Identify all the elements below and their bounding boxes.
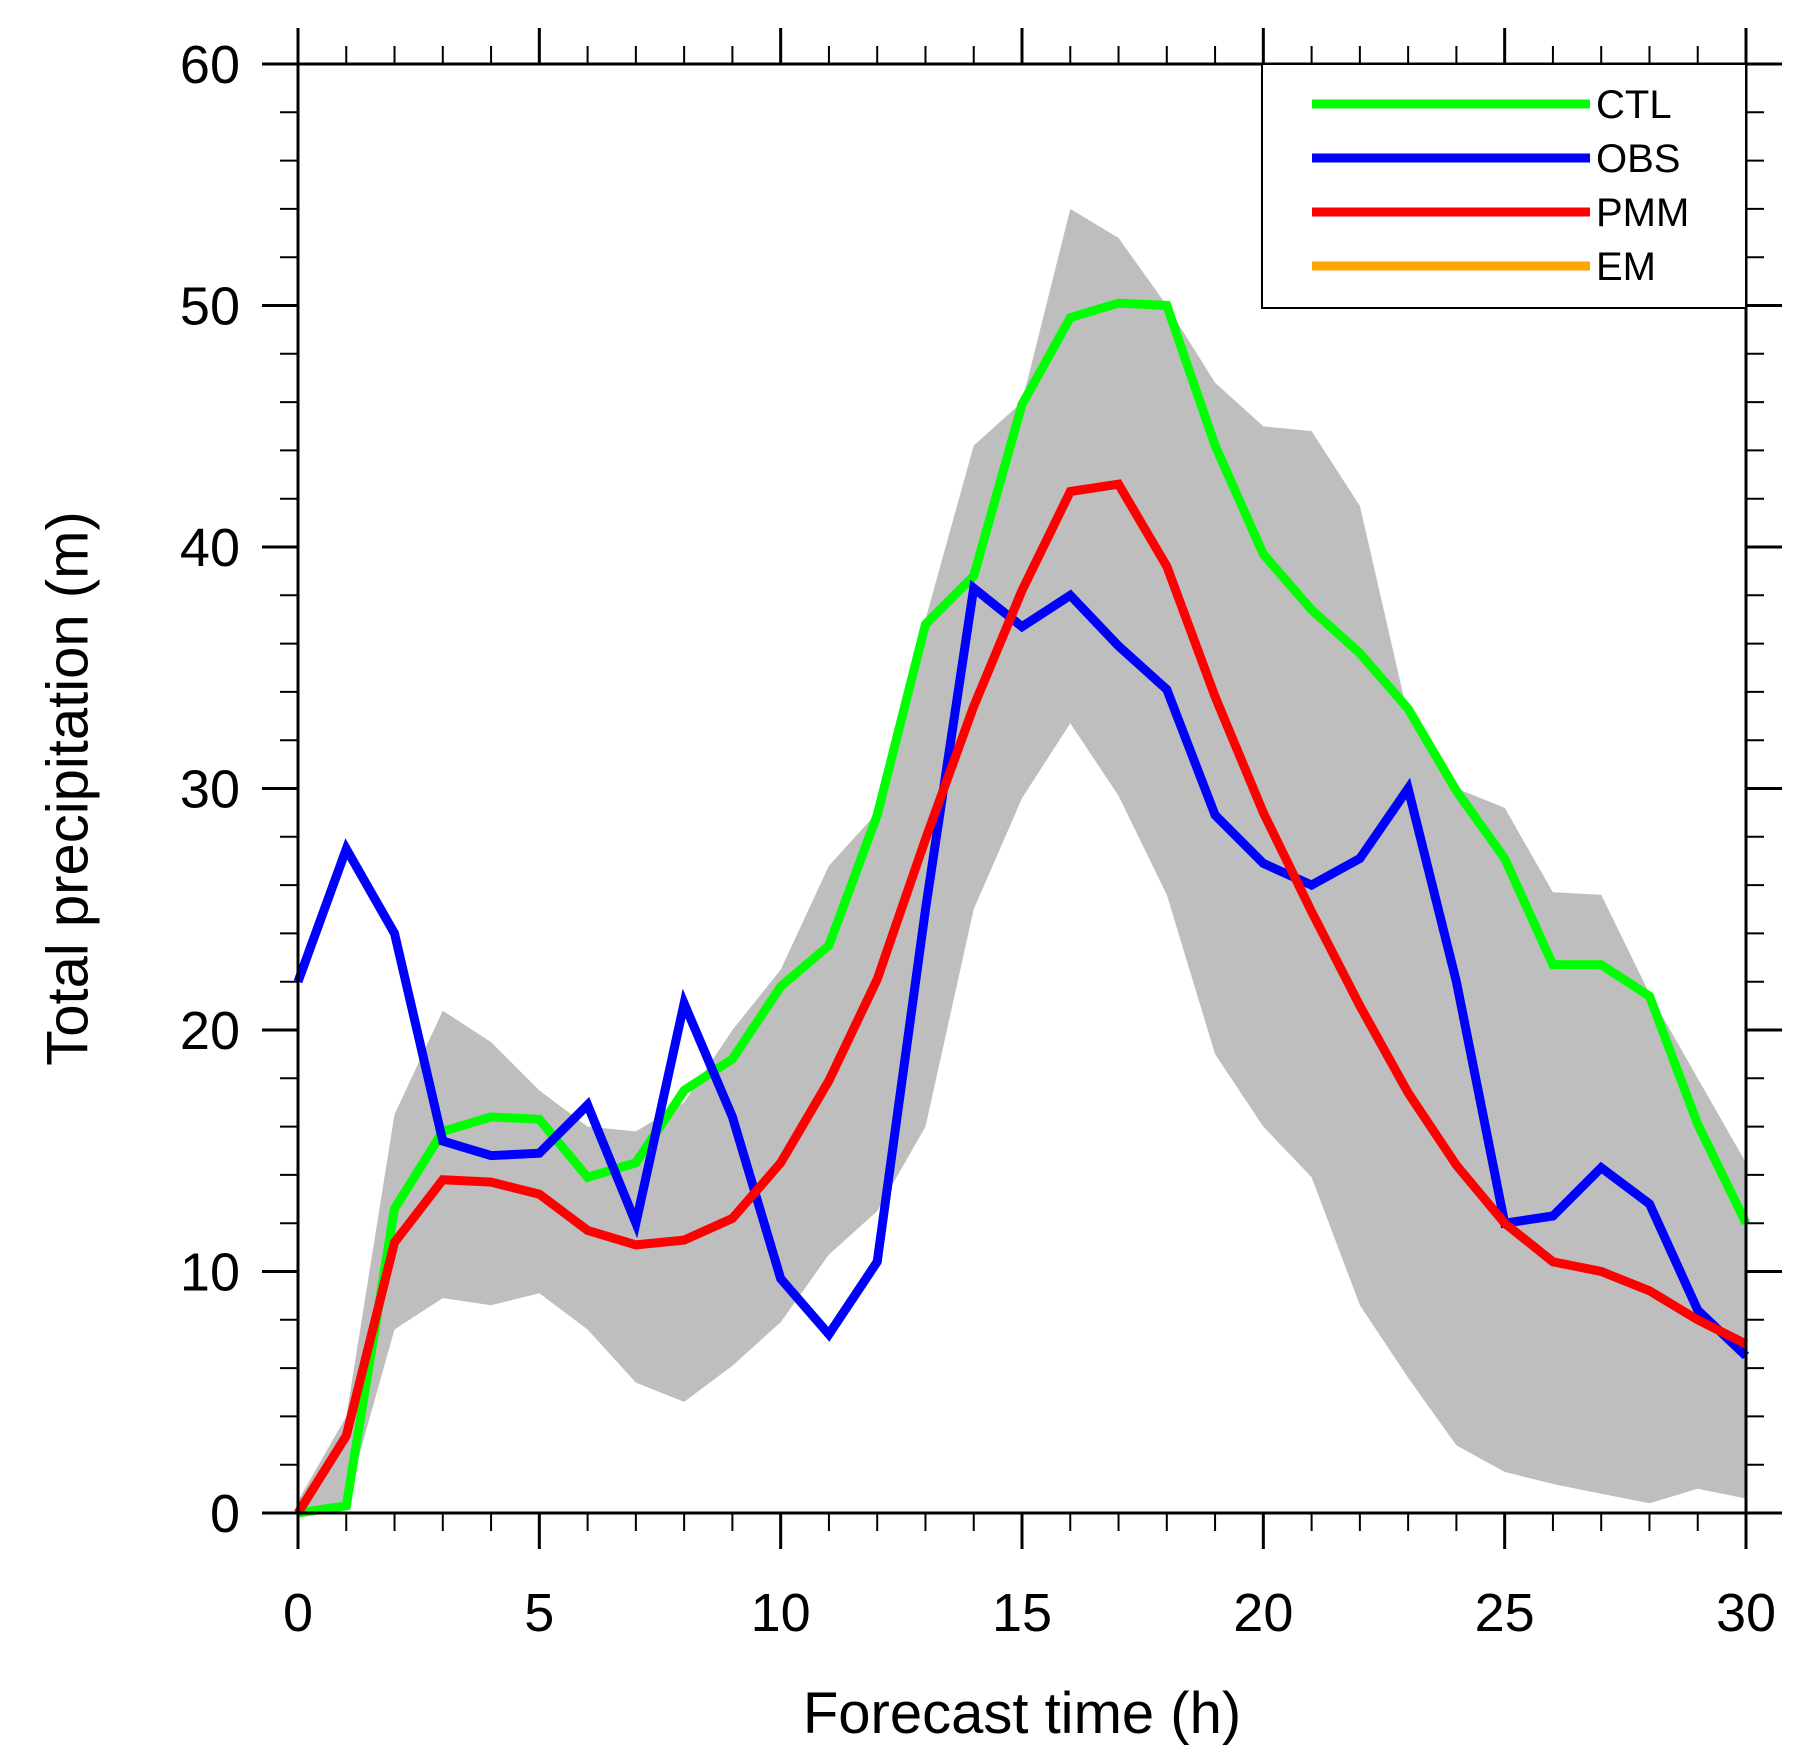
y-tick-label: 50 — [180, 277, 240, 337]
y-tick-label: 0 — [210, 1484, 240, 1544]
series-line-ctl — [297, 298, 1751, 1518]
legend-label-obs: OBS — [1596, 137, 1680, 181]
x-tick-label: 0 — [283, 1583, 313, 1643]
legend-label-ctl: CTL — [1596, 83, 1672, 127]
series-lines-layer — [293, 298, 1751, 1518]
x-tick-labels: 0 5 10 15 20 25 30 — [283, 1583, 1776, 1643]
spread-band — [298, 208, 1746, 1513]
legend: CTL OBS PMM EM — [1261, 63, 1747, 309]
y-tick-label: 40 — [180, 518, 240, 578]
legend-label-pmm: PMM — [1596, 191, 1689, 235]
y-tick-labels: 0 10 20 30 40 50 60 — [180, 35, 240, 1544]
x-tick-label: 20 — [1233, 1583, 1293, 1643]
y-tick-label: 60 — [180, 35, 240, 95]
y-axis-label: Total precipitation (m) — [36, 511, 101, 1065]
x-tick-label: 10 — [751, 1583, 811, 1643]
y-tick-label: 10 — [180, 1243, 240, 1303]
x-axis-label: Forecast time (h) — [803, 1681, 1241, 1746]
x-tick-label: 15 — [992, 1583, 1052, 1643]
tick-marks-layer — [262, 28, 1782, 1549]
x-tick-label: 5 — [524, 1583, 554, 1643]
y-tick-label: 30 — [180, 760, 240, 820]
legend-entries: CTL OBS PMM EM — [1312, 83, 1689, 289]
x-tick-label: 25 — [1475, 1583, 1535, 1643]
spread-band-layer — [298, 208, 1746, 1513]
legend-label-em: EM — [1596, 245, 1656, 289]
y-tick-label: 20 — [180, 1001, 240, 1061]
x-tick-label: 30 — [1716, 1583, 1776, 1643]
series-line-pmm — [294, 479, 1749, 1516]
